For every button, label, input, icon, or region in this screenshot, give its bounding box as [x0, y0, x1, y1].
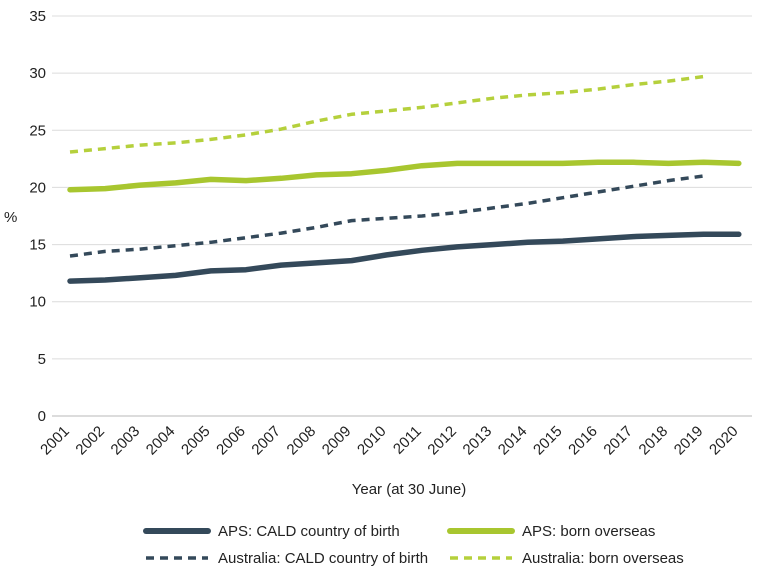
y-tick-label-25: 25: [29, 122, 46, 139]
series-line-aps-born-overseas: [67, 159, 742, 193]
legend-label-aps-cald-country-of-birth: APS: CALD country of birth: [218, 523, 400, 540]
series-line-aps-cald-country-of-birth: [67, 231, 742, 284]
x-tick-label-2003: 2003: [108, 423, 144, 459]
x-tick-label-2014: 2014: [495, 423, 531, 459]
x-tick-label-2017: 2017: [600, 423, 636, 459]
y-tick-label-0: 0: [38, 408, 46, 425]
x-tick-label-2001: 2001: [37, 423, 73, 459]
x-tick-label-2019: 2019: [671, 423, 707, 459]
x-tick-label-2009: 2009: [319, 423, 355, 459]
x-tick-label-2002: 2002: [72, 423, 108, 459]
series-line-australia-born-overseas: [69, 74, 704, 154]
legend-label-aps-born-overseas: APS: born overseas: [522, 523, 655, 540]
legend-label-australia-cald-country-of-birth: Australia: CALD country of birth: [218, 550, 428, 567]
x-tick-label-2012: 2012: [424, 423, 460, 459]
x-tick-label-2010: 2010: [354, 423, 390, 459]
x-axis-ticks: 2001 2002 2003 2004 2005 2006 2007 2008 2009 2010…: [37, 423, 741, 459]
y-tick-label-30: 30: [29, 65, 46, 82]
x-tick-label-2015: 2015: [530, 423, 566, 459]
x-tick-label-2018: 2018: [636, 423, 672, 459]
y-tick-label-35: 35: [29, 8, 46, 25]
legend-label-australia-born-overseas: Australia: born overseas: [522, 550, 684, 567]
y-tick-label-10: 10: [29, 294, 46, 311]
x-tick-label-2007: 2007: [248, 423, 284, 459]
y-axis-label: %: [4, 209, 17, 226]
x-tick-label-2013: 2013: [460, 423, 496, 459]
y-tick-label-5: 5: [38, 351, 46, 368]
y-tick-label-20: 20: [29, 179, 46, 196]
x-axis-label: Year (at 30 June): [352, 481, 467, 498]
y-tick-label-15: 15: [29, 237, 46, 254]
series-layer: [67, 74, 742, 284]
grid-layer: [52, 15, 752, 417]
x-tick-label-2005: 2005: [178, 423, 214, 459]
y-axis-ticks: 0 5 10 15 20 25 30 35: [29, 8, 46, 425]
x-tick-label-2011: 2011: [390, 423, 425, 458]
x-tick-label-2016: 2016: [565, 423, 601, 459]
x-tick-label-2008: 2008: [284, 423, 320, 459]
legend: APS: CALD country of birth APS: born over…: [143, 523, 684, 567]
x-tick-label-2006: 2006: [213, 423, 249, 459]
x-tick-label-2004: 2004: [143, 423, 179, 459]
x-tick-label-2020: 2020: [706, 423, 742, 459]
series-line-australia-cald-country-of-birth: [69, 174, 704, 258]
